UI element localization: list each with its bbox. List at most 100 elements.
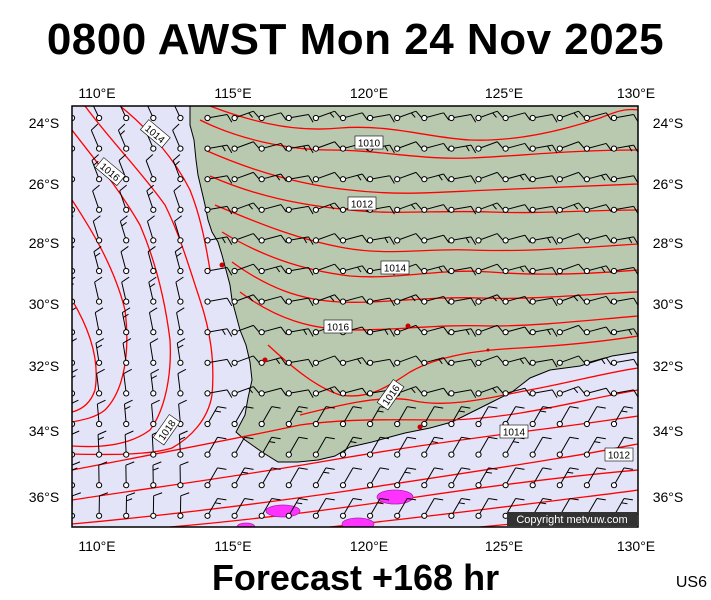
- wind-barb: [285, 114, 314, 123]
- wind-barb: [92, 215, 103, 244]
- wind-barb: [91, 154, 103, 183]
- wind-barb: [258, 265, 287, 275]
- wind-barb: [145, 154, 157, 183]
- wind-barb: [421, 112, 450, 122]
- wind-barb: [231, 497, 254, 519]
- wind-barb: [610, 267, 638, 276]
- lon-label: 125°E: [485, 85, 523, 101]
- lon-labels-bottom: 110°E 115°E 120°E 125°E 130°E: [78, 538, 655, 554]
- lat-label: 30°S: [29, 296, 60, 312]
- wind-barb: [556, 202, 585, 213]
- wind-barb: [120, 106, 130, 122]
- wind-barb: [339, 436, 362, 458]
- wind-barb: [475, 233, 504, 244]
- wind-barb: [421, 326, 450, 336]
- wind-barb: [583, 436, 606, 458]
- wind-barb: [312, 202, 341, 213]
- wind-barb: [94, 276, 103, 305]
- wind-barb: [204, 114, 233, 123]
- wind-barb: [448, 297, 477, 307]
- lon-labels-top: 110°E 115°E 120°E 125°E 130°E: [78, 85, 655, 101]
- wind-barb: [177, 430, 188, 458]
- wind-barb: [312, 467, 335, 489]
- lat-label: 26°S: [29, 176, 60, 192]
- wind-barb: [204, 467, 227, 489]
- wind-barb: [367, 175, 395, 184]
- wind-barb: [312, 436, 335, 458]
- wind-barb: [339, 265, 368, 275]
- wind-barb: [119, 215, 130, 244]
- wind-barb: [610, 328, 638, 337]
- wind-barb: [610, 467, 633, 489]
- wind-barb: [123, 368, 132, 397]
- wind-barb: [204, 144, 233, 154]
- wind-barb: [556, 171, 585, 183]
- wind-barb: [475, 436, 498, 458]
- wind-barb: [475, 497, 498, 519]
- wind-barb: [583, 234, 612, 244]
- wind-barb: [258, 467, 281, 489]
- wind-barb: [285, 175, 314, 184]
- wind-barb: [121, 276, 130, 305]
- wind-barb: [258, 112, 287, 122]
- wind-barb: [421, 265, 450, 275]
- wind-barb: [448, 236, 477, 245]
- wind-barb: [610, 406, 633, 428]
- wind-barb: [448, 205, 477, 215]
- wind-barb: [94, 307, 104, 336]
- wind-barb: [204, 205, 233, 215]
- wind-barb: [556, 406, 579, 428]
- lon-label: 110°E: [78, 85, 115, 101]
- wind-barb: [90, 123, 103, 152]
- wind-barb: [117, 123, 130, 152]
- wind-barb: [448, 358, 477, 368]
- wind-barb: [95, 338, 105, 366]
- wind-barb: [475, 355, 504, 366]
- wind-barb: [172, 154, 184, 183]
- wind-barb: [150, 461, 162, 489]
- wind-barb: [394, 233, 423, 244]
- wind-barb: [123, 492, 136, 519]
- lon-label: 115°E: [214, 85, 251, 101]
- wind-barb: [172, 123, 184, 152]
- wind-barb: [394, 141, 423, 152]
- wind-barb: [610, 358, 638, 368]
- wind-barb: [475, 110, 504, 122]
- wind-barb: [583, 387, 612, 397]
- station-markers: [219, 262, 490, 430]
- wind-barb: [529, 436, 552, 458]
- wind-barb: [231, 294, 260, 305]
- wind-barb: [312, 263, 341, 275]
- wind-barb: [312, 355, 341, 366]
- wind-barb: [475, 324, 504, 336]
- wind-barb: [583, 142, 612, 152]
- wind-barb: [529, 328, 558, 337]
- rain-patches: [236, 489, 414, 527]
- wind-barb: [367, 497, 390, 519]
- wind-barb: [502, 234, 531, 244]
- svg-text:1010: 1010: [358, 139, 381, 150]
- wind-barb: [529, 358, 558, 368]
- wind-barb: [339, 497, 362, 519]
- wind-barb: [258, 173, 287, 183]
- wind-barb: [339, 357, 368, 366]
- wind-barb: [312, 141, 341, 152]
- lat-label: 32°S: [29, 358, 60, 374]
- wind-barb: [556, 233, 585, 244]
- wind-barb: [421, 234, 450, 244]
- lon-label: 130°E: [617, 538, 655, 554]
- wind-barb: [176, 307, 185, 336]
- wind-barb: [96, 461, 108, 489]
- lat-label: 34°S: [29, 423, 60, 439]
- wind-barb: [394, 497, 417, 519]
- wind-barb: [448, 389, 477, 398]
- wind-barb: [177, 461, 189, 489]
- wind-barb: [123, 399, 133, 428]
- wind-barb: [367, 406, 390, 428]
- wind-barb: [285, 358, 314, 368]
- wind-barb: [502, 357, 531, 366]
- wind-barb: [421, 357, 450, 366]
- wind-barb: [231, 141, 260, 152]
- lat-label: 36°S: [29, 489, 60, 505]
